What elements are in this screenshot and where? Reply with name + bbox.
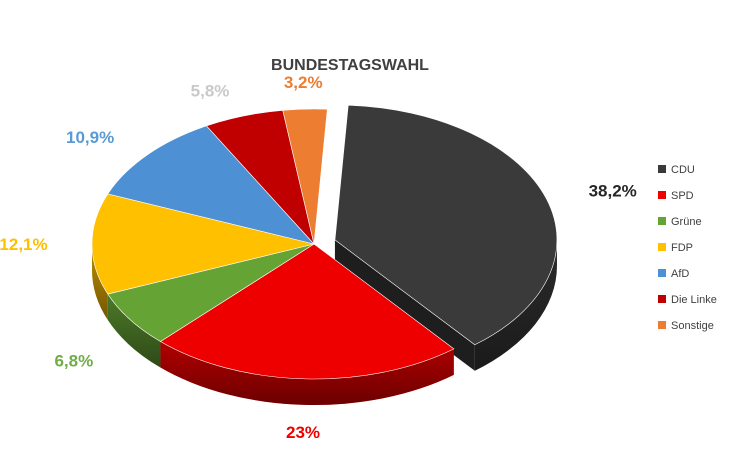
pie-slice-afd — [107, 125, 315, 245]
legend-label-gruene: Grüne — [671, 216, 702, 228]
pie-side-shade-fdp — [92, 244, 108, 321]
pie-slice-spd — [159, 243, 455, 380]
legend-label-die-linke: Die Linke — [671, 294, 717, 306]
legend-swatch-afd — [658, 269, 666, 277]
legend-swatch-gruene — [658, 217, 666, 225]
legend-item-sonstige: Sonstige — [658, 320, 714, 332]
data-label-gruene: 6,8% — [54, 352, 93, 371]
data-label-cdu: 38,2% — [589, 181, 637, 200]
data-label-sonstige: 3,2% — [284, 73, 323, 92]
data-label-fdp: 12,1% — [0, 235, 48, 254]
legend-swatch-die-linke — [658, 295, 666, 303]
pie-side-shade-spd — [160, 341, 454, 406]
legend-item-afd: AfD — [658, 268, 689, 280]
data-label-die-linke: 5,8% — [191, 81, 230, 100]
legend-label-cdu: CDU — [671, 164, 695, 176]
legend: CDU SPD Grüne FDP AfD Die Linke Sonstige — [658, 164, 717, 332]
data-label-afd: 10,9% — [66, 128, 114, 147]
legend-swatch-spd — [658, 191, 666, 199]
pie-labels: 38,2% 23% 6,8% 12,1% 10,9% 5,8% 3,2% — [0, 73, 637, 442]
legend-item-cdu: CDU — [658, 164, 695, 176]
legend-item-fdp: FDP — [658, 242, 693, 254]
legend-swatch-fdp — [658, 243, 666, 251]
legend-label-afd: AfD — [671, 268, 689, 280]
legend-label-spd: SPD — [671, 190, 694, 202]
legend-item-spd: SPD — [658, 190, 694, 202]
data-label-spd: 23% — [286, 423, 320, 442]
pie-side-shade-cdu — [474, 239, 557, 371]
pie-top-layer — [91, 104, 558, 380]
chart-title: BUNDESTAGSWAHL — [271, 57, 429, 74]
legend-item-gruene: Grüne — [658, 216, 702, 228]
pie-slice-fdp — [91, 193, 315, 295]
legend-swatch-sonstige — [658, 321, 666, 329]
pie-slice-cdu — [334, 104, 558, 346]
legend-item-die-linke: Die Linke — [658, 294, 717, 306]
legend-label-sonstige: Sonstige — [671, 320, 714, 332]
pie-side-shade-gruene — [107, 294, 161, 368]
pie-depth-layer — [92, 239, 557, 406]
legend-swatch-cdu — [658, 165, 666, 173]
legend-label-fdp: FDP — [671, 242, 693, 254]
pie-slice-sonstige — [282, 108, 328, 245]
